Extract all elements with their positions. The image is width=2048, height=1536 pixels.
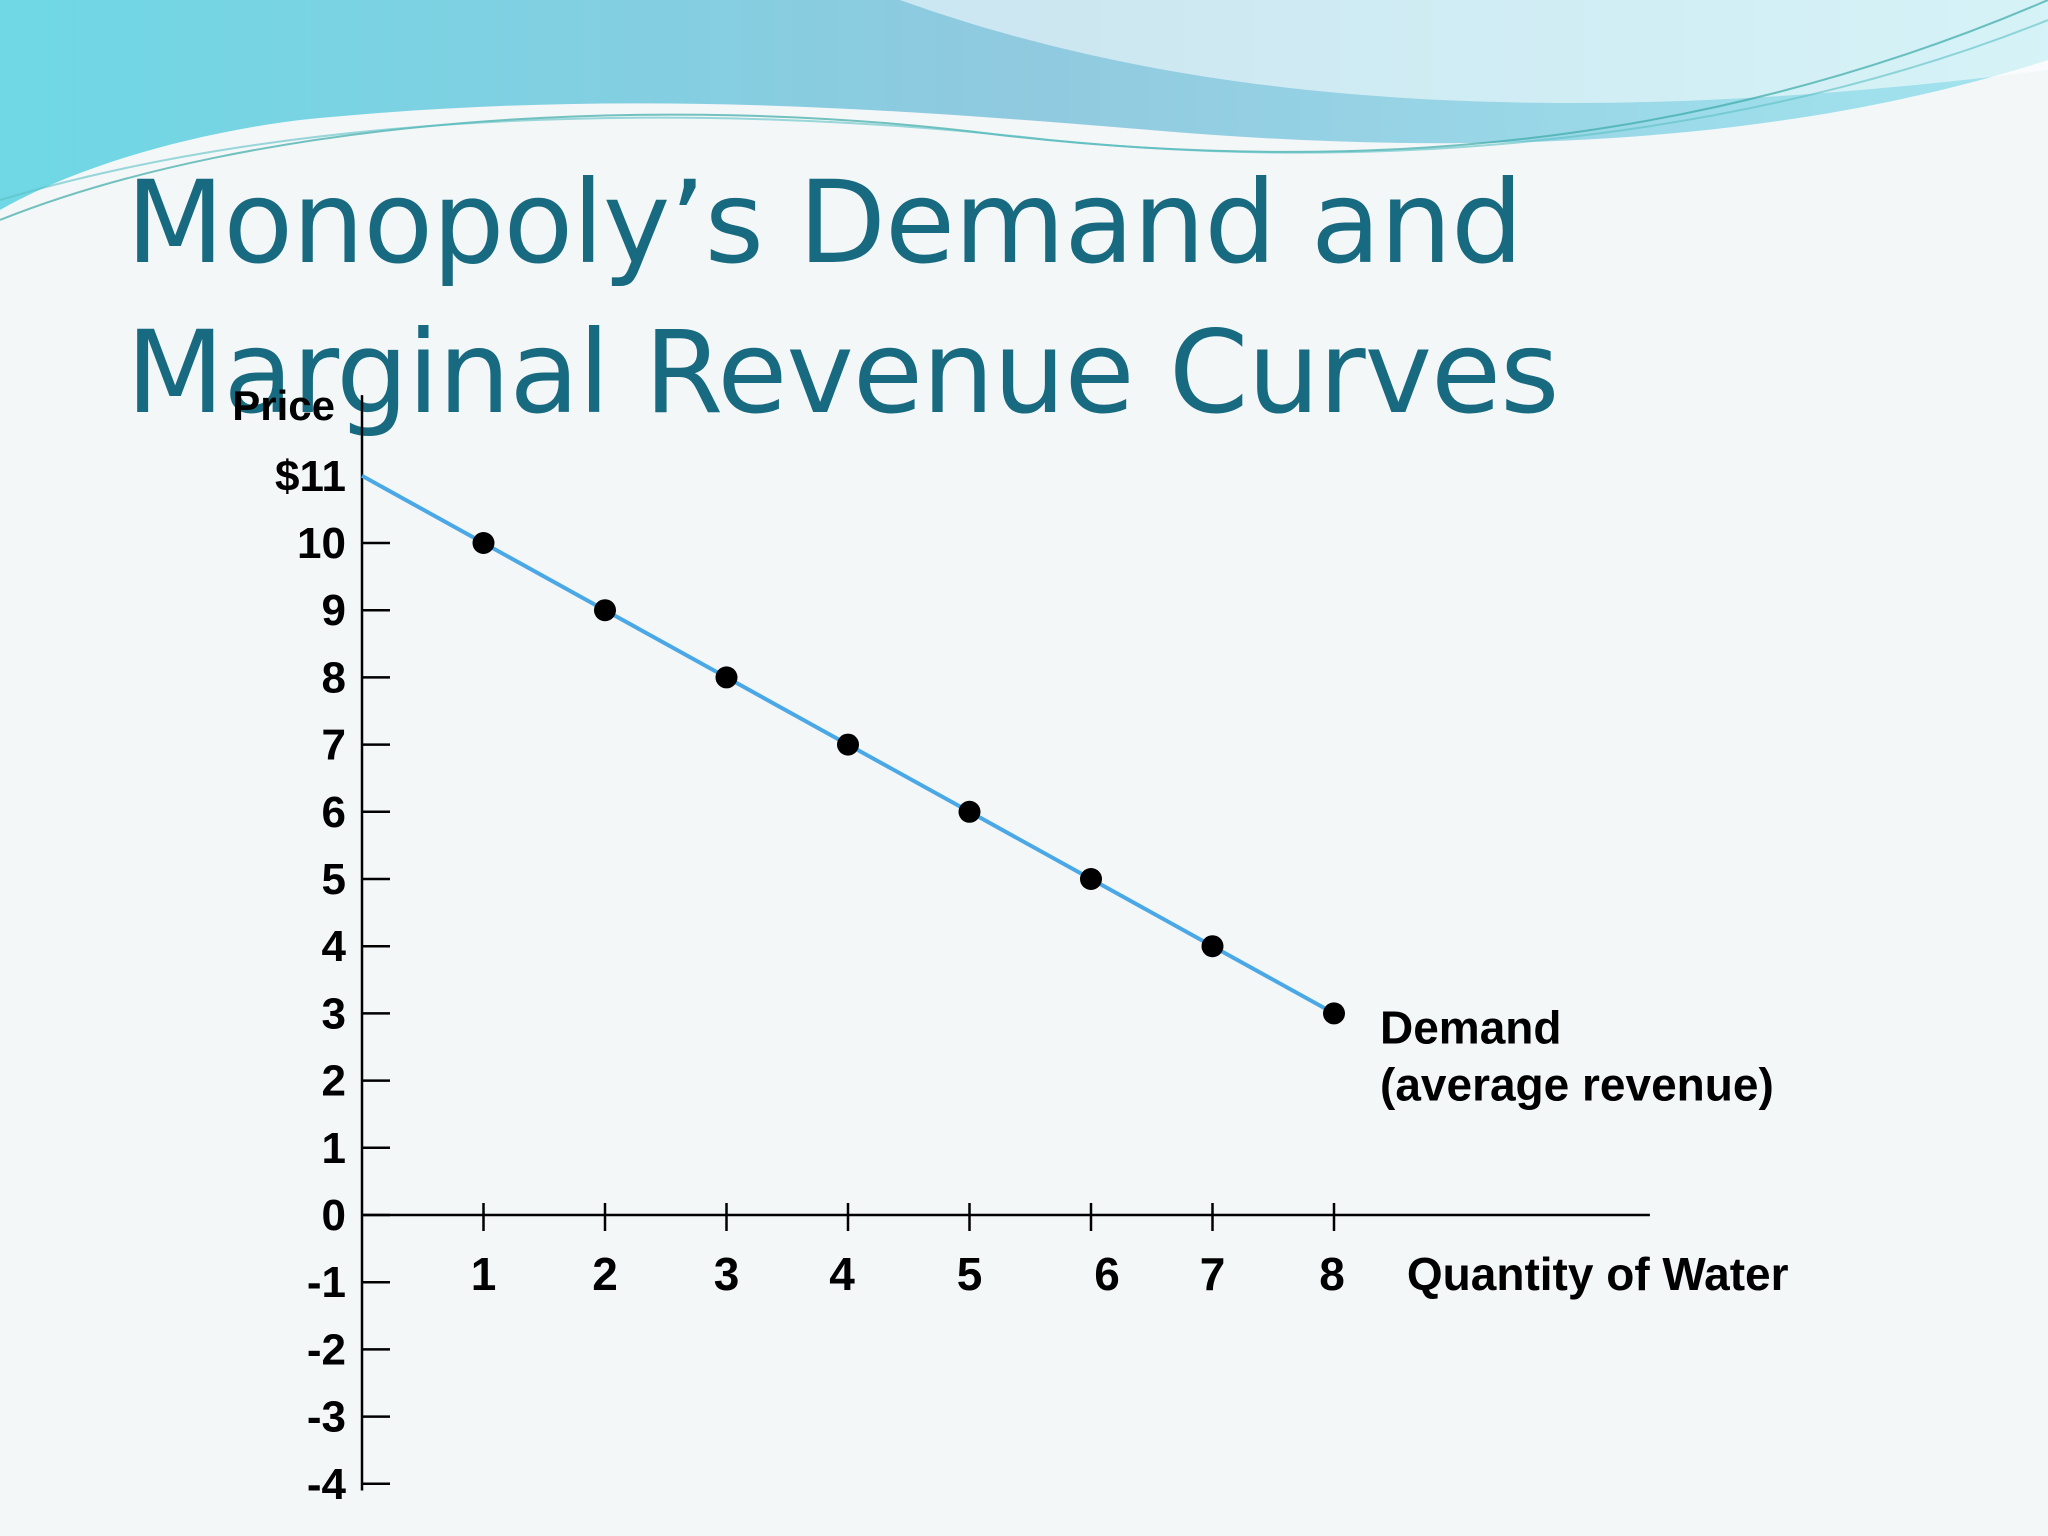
y-tick-label: $11 <box>275 452 346 501</box>
y-tick-label: 5 <box>322 855 346 904</box>
x-tick-label: 4 <box>829 1248 855 1300</box>
demand-label: Demand <box>1380 1001 1561 1053</box>
x-tick-label: 8 <box>1319 1248 1345 1300</box>
y-tick-label: 10 <box>297 519 346 568</box>
demand-point <box>1201 935 1224 958</box>
demand-point <box>472 532 495 554</box>
demand-point <box>837 733 859 756</box>
y-tick-label: -1 <box>307 1258 346 1307</box>
y-tick-label: 1 <box>322 1124 346 1173</box>
y-tick-label: -2 <box>307 1325 346 1374</box>
y-tick-label: 4 <box>322 922 347 971</box>
header-wave-decoration <box>0 0 2048 221</box>
demand-point <box>1080 868 1102 890</box>
x-tick-label: 5 <box>957 1248 983 1300</box>
x-tick-label: 2 <box>592 1248 618 1300</box>
demand-point <box>594 599 616 622</box>
x-tick-label: 3 <box>714 1248 740 1300</box>
y-tick-label: 2 <box>322 1057 346 1106</box>
y-tick-label: -4 <box>307 1460 347 1509</box>
slide-title: Monopoly’s Demand and Marginal Revenue C… <box>126 156 1560 439</box>
y-tick-label: 6 <box>322 788 346 837</box>
demand-point <box>715 666 738 689</box>
demand-sublabel: (average revenue) <box>1380 1058 1774 1110</box>
y-tick-label: 0 <box>322 1191 346 1240</box>
x-axis-label: Quantity of Water <box>1407 1248 1789 1300</box>
y-tick-label: 9 <box>322 586 346 635</box>
y-tick-label: 7 <box>322 721 346 770</box>
demand-point <box>1323 1002 1345 1025</box>
demand-point <box>958 800 981 823</box>
y-tick-label: 3 <box>322 989 346 1038</box>
y-axis-label: Price <box>232 382 335 429</box>
x-tick-label: 1 <box>471 1248 497 1300</box>
y-tick-label: 8 <box>322 653 346 702</box>
x-tick-label: 6 <box>1094 1248 1120 1300</box>
x-tick-label: 7 <box>1200 1248 1226 1300</box>
y-tick-label: -3 <box>307 1393 346 1442</box>
